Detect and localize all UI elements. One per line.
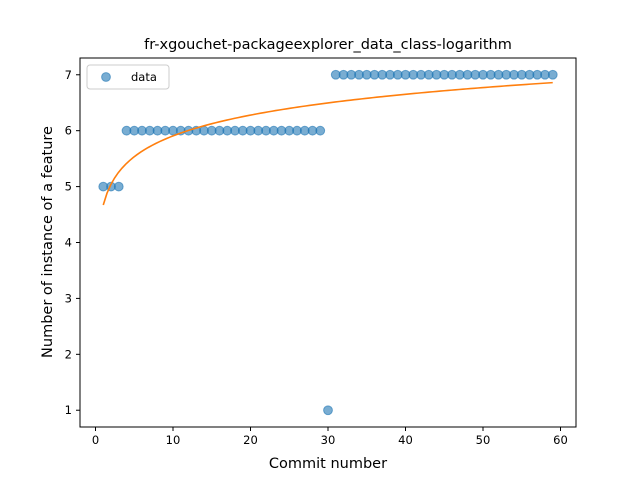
chart-title: fr-xgouchet-packageexplorer_data_class-l… — [144, 37, 512, 53]
y-tick-label: 4 — [65, 236, 72, 250]
y-tick-label: 2 — [65, 347, 72, 361]
y-tick-label: 3 — [65, 291, 72, 305]
x-tick-label: 30 — [321, 433, 336, 447]
legend: data — [86, 64, 170, 90]
legend-label: data — [131, 70, 157, 84]
x-tick-label: 50 — [476, 433, 491, 447]
y-axis-label: Number of instance of a feature — [40, 126, 56, 358]
data-point — [547, 69, 558, 80]
x-tick-label: 10 — [166, 433, 181, 447]
legend-box — [86, 64, 170, 90]
legend-marker — [101, 72, 111, 82]
data-point — [323, 405, 333, 416]
axes: 0 10 20 30 40 50 60 1 2 3 4 5 6 7 — [65, 57, 577, 447]
y-tick-label: 7 — [65, 68, 72, 82]
x-tick-label: 0 — [92, 433, 99, 447]
fit-curve — [102, 81, 553, 206]
y-tick-label: 5 — [65, 180, 72, 194]
y-tick-label: 6 — [65, 124, 72, 138]
x-tick-label: 40 — [398, 433, 413, 447]
y-tick-label: 1 — [65, 403, 72, 417]
data-point — [315, 125, 326, 136]
x-axis-label: Commit number — [269, 456, 387, 472]
x-tick-label: 20 — [243, 433, 258, 447]
data-point — [113, 181, 124, 192]
plot-area — [98, 69, 558, 416]
x-tick-label: 60 — [553, 433, 568, 447]
